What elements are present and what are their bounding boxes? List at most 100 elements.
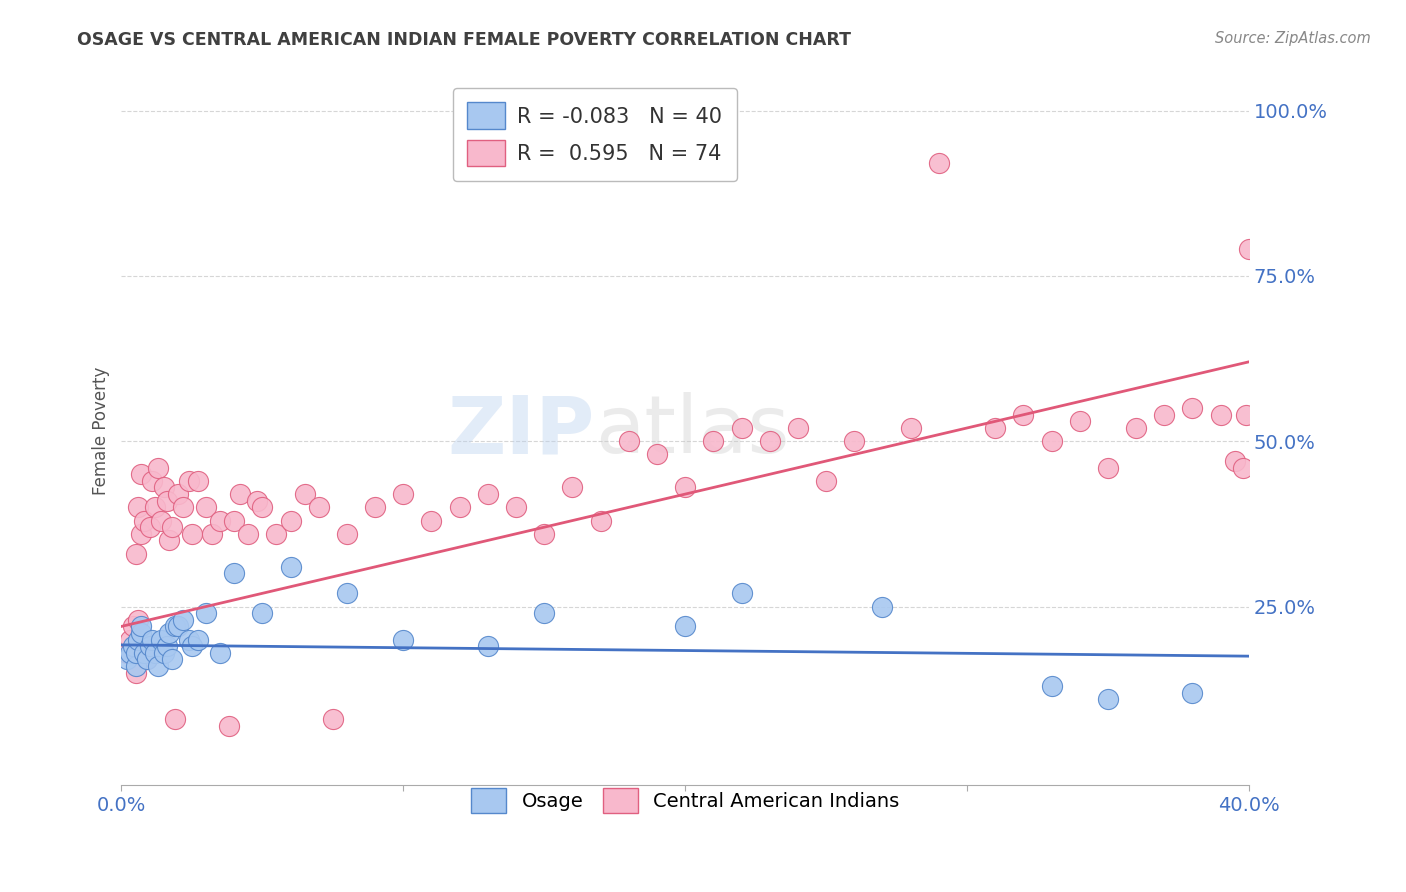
Point [420,514,443,528]
Point [166,619,188,633]
Point [152,646,174,660]
Legend: Osage, Central American Indians: Osage, Central American Indians [460,777,911,825]
Point [143,646,166,660]
Point [209,646,232,660]
Point [1040,679,1063,693]
Point [1223,454,1246,468]
Point [141,632,163,647]
Point [209,514,232,528]
Point [115,652,138,666]
Point [186,632,208,647]
Text: ZIP: ZIP [447,392,595,470]
Point [157,626,180,640]
Point [127,500,149,515]
Point [218,718,240,732]
Point [589,514,612,528]
Point [730,421,752,435]
Point [163,619,186,633]
Y-axis label: Female Poverty: Female Poverty [93,368,110,495]
Point [149,514,172,528]
Point [815,474,838,488]
Point [224,514,246,528]
Point [673,481,696,495]
Point [364,500,387,515]
Point [1097,692,1119,706]
Point [505,500,527,515]
Point [928,156,950,170]
Point [533,606,555,620]
Point [1181,685,1204,699]
Point [336,526,359,541]
Point [124,659,146,673]
Point [129,626,152,640]
Point [984,421,1007,435]
Point [224,566,246,581]
Point [1125,421,1147,435]
Point [280,559,302,574]
Point [141,474,163,488]
Point [127,613,149,627]
Point [844,434,866,449]
Point [155,493,177,508]
Point [180,526,202,541]
Point [172,613,194,627]
Point [1069,414,1091,428]
Point [786,421,808,435]
Point [1040,434,1063,449]
Point [166,487,188,501]
Point [138,639,160,653]
Point [1232,460,1254,475]
Point [160,652,183,666]
Point [322,712,344,726]
Point [155,639,177,653]
Point [127,632,149,647]
Point [1209,408,1232,422]
Point [308,500,330,515]
Point [561,481,583,495]
Point [280,514,302,528]
Point [129,619,152,633]
Point [124,646,146,660]
Point [160,520,183,534]
Point [115,646,138,660]
Point [129,526,152,541]
Point [449,500,471,515]
Point [252,500,274,515]
Point [702,434,724,449]
Point [180,639,202,653]
Point [186,474,208,488]
Point [177,474,200,488]
Point [121,619,143,633]
Point [118,646,141,660]
Point [673,619,696,633]
Text: atlas: atlas [595,392,789,470]
Point [1153,408,1175,422]
Point [336,586,359,600]
Point [146,460,169,475]
Point [266,526,288,541]
Point [392,487,415,501]
Point [132,646,155,660]
Point [477,639,499,653]
Point [645,447,668,461]
Point [149,632,172,647]
Point [477,487,499,501]
Point [1097,460,1119,475]
Point [900,421,922,435]
Point [246,493,269,508]
Point [146,659,169,673]
Point [124,547,146,561]
Point [121,639,143,653]
Point [172,500,194,515]
Point [201,526,224,541]
Point [135,652,157,666]
Point [1237,243,1260,257]
Text: OSAGE VS CENTRAL AMERICAN INDIAN FEMALE POVERTY CORRELATION CHART: OSAGE VS CENTRAL AMERICAN INDIAN FEMALE … [77,31,851,49]
Point [229,487,252,501]
Point [195,500,218,515]
Point [1234,408,1257,422]
Point [143,500,166,515]
Point [252,606,274,620]
Point [152,481,174,495]
Point [124,665,146,680]
